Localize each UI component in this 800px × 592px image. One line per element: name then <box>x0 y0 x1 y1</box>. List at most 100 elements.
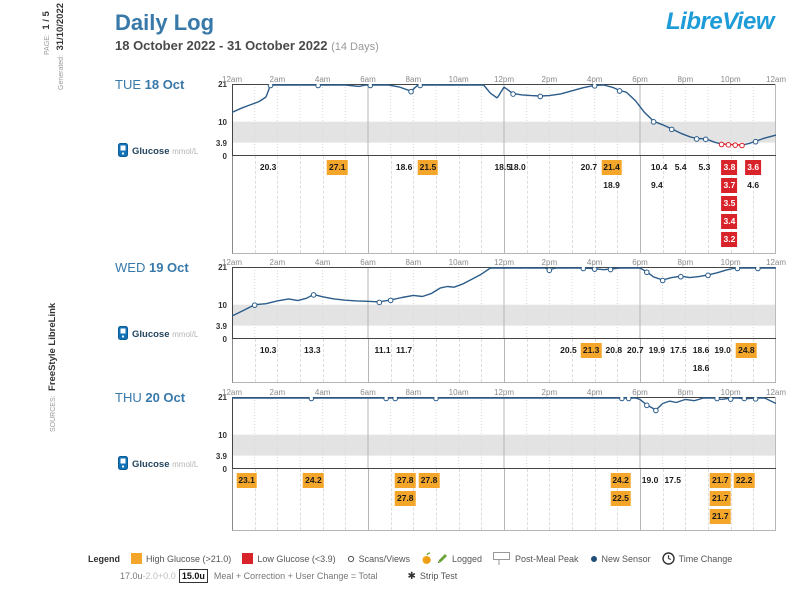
glucose-value-plain: 18.6 <box>692 345 710 355</box>
scan-marker <box>546 267 553 274</box>
glucose-meter-icon <box>118 143 128 157</box>
table-gridline <box>458 469 460 530</box>
y-axis-tick-21: 21 <box>218 80 227 89</box>
glucose-value-plain: 18.6 <box>395 162 413 172</box>
x-axis-label: 10am <box>448 75 469 84</box>
x-axis-label: 12am <box>765 388 787 397</box>
scan-marker <box>367 84 374 89</box>
strip-test-item: ✱ Strip Test <box>408 571 458 582</box>
scan-marker <box>693 136 700 142</box>
table-gridline <box>730 469 732 530</box>
table-gridline <box>368 156 369 253</box>
x-axis-label: 10pm <box>720 388 741 397</box>
y-axis-tick-10: 10 <box>218 300 227 310</box>
glucose-value-low: 3.5 <box>721 196 738 211</box>
new-sensor-dot-icon <box>590 555 598 563</box>
legend-item-label: Time Change <box>678 553 733 564</box>
glucose-value-plain: 18.9 <box>603 180 620 190</box>
glucose-value-low: 3.4 <box>721 214 738 229</box>
glucose-label-text: Glucose <box>132 459 170 470</box>
table-gridline <box>368 469 369 530</box>
table-gridline <box>549 156 551 253</box>
scan-marker <box>653 407 659 414</box>
table-gridline <box>685 469 687 530</box>
glucose-value-plain: 20.7 <box>580 162 598 172</box>
date-range: 18 October 2022 - 31 October 2022 (14 Da… <box>115 38 379 53</box>
legend-formula-row: 17.0u -2.0+0.0 15.0u Meal + Correction + Us… <box>120 569 457 583</box>
x-axis-label: 6am <box>360 75 376 84</box>
scan-marker <box>644 269 650 276</box>
glucose-value-plain: 13.3 <box>304 345 321 355</box>
x-axis-label: 12am <box>221 75 243 84</box>
table-gridline <box>526 156 528 253</box>
table-gridline <box>526 469 528 530</box>
x-axis-label: 8am <box>405 75 422 84</box>
scan-marker <box>433 397 439 402</box>
legend-item-label: Logged <box>451 553 483 564</box>
scan-marker <box>734 267 741 272</box>
table-gridline <box>730 339 732 382</box>
x-axis-label: 8am <box>405 388 422 397</box>
y-axis-tick-3.9: 3.9 <box>215 321 227 331</box>
scan-marker <box>383 397 389 402</box>
sources-value: FreeStyle LibreLink <box>47 302 58 391</box>
glucose-chart-tue-18-oct <box>232 84 776 156</box>
day-date: 19 Oct <box>148 260 189 275</box>
legend-item: Logged <box>421 552 482 565</box>
x-axis-label: 4am <box>314 75 331 84</box>
table-gridline <box>277 469 279 530</box>
scan-marker <box>619 397 625 402</box>
x-axis-label: 12pm <box>493 258 515 267</box>
values-table-thu-20-oct: 23.1 24.2 27.8 27.8 24.2 19.0 17.5 21.7 22.2 27.8… <box>232 469 776 531</box>
glucose-label: Glucose mmol/L <box>118 326 198 340</box>
scan-marker <box>387 297 394 304</box>
scan-marker <box>678 273 684 280</box>
glucose-value-low: 3.6 <box>745 160 762 175</box>
table-gridline <box>413 156 415 253</box>
table-gridline <box>436 156 437 253</box>
glucose-value-plain: 11.1 <box>374 345 391 355</box>
scan-marker <box>392 397 398 402</box>
table-gridline <box>617 339 619 382</box>
glucose-value-plain: 19.0 <box>714 345 731 355</box>
table-gridline <box>549 469 551 530</box>
correction-units: -2.0+0.0 <box>142 571 176 581</box>
scan-marker <box>650 119 657 125</box>
table-gridline <box>390 469 392 530</box>
scan-markers <box>251 267 761 308</box>
glucose-value-plain: 10.3 <box>259 345 277 355</box>
x-axis-label: 2pm <box>541 388 558 397</box>
table-gridline <box>572 339 573 382</box>
table-gridline <box>662 156 664 253</box>
table-gridline <box>277 339 279 382</box>
generated-date: Generated: 31/10/2022 <box>50 3 68 90</box>
table-gridline <box>458 339 460 382</box>
scan-marker <box>741 397 748 402</box>
table-gridline <box>753 339 755 382</box>
glucose-label: Glucose mmol/L <box>118 456 198 470</box>
table-gridline <box>254 156 256 253</box>
table-gridline <box>708 156 709 253</box>
glucose-value-plain: 11.7 <box>396 345 413 355</box>
table-gridline <box>345 156 347 253</box>
glucose-value-low: 3.2 <box>721 232 738 247</box>
glucose-label-text: Glucose <box>132 146 170 157</box>
table-gridline <box>322 469 324 530</box>
table-gridline <box>300 156 301 253</box>
x-axis-label: 10am <box>448 258 469 267</box>
glucose-value-high: 27.8 <box>418 473 440 488</box>
x-axis-label: 4am <box>314 258 331 267</box>
table-gridline <box>572 469 573 530</box>
y-axis-tick-3.9: 3.9 <box>215 451 227 461</box>
y-axis-tick-10: 10 <box>218 430 227 440</box>
glucose-value-plain: 5.4 <box>674 162 687 172</box>
scan-marker <box>616 88 623 94</box>
scan-marker <box>408 88 414 95</box>
table-gridline <box>300 339 301 382</box>
values-table-wed-19-oct: 10.3 13.3 11.1 11.7 20.5 21.3 20.8 20.7 19.9 17.5… <box>232 339 776 383</box>
x-axis-label: 8am <box>405 258 422 267</box>
low-swatch-icon <box>242 553 254 564</box>
total-units: 15.0u <box>178 569 208 583</box>
scan-marker <box>310 292 317 298</box>
day-weekday: THU <box>115 390 142 405</box>
